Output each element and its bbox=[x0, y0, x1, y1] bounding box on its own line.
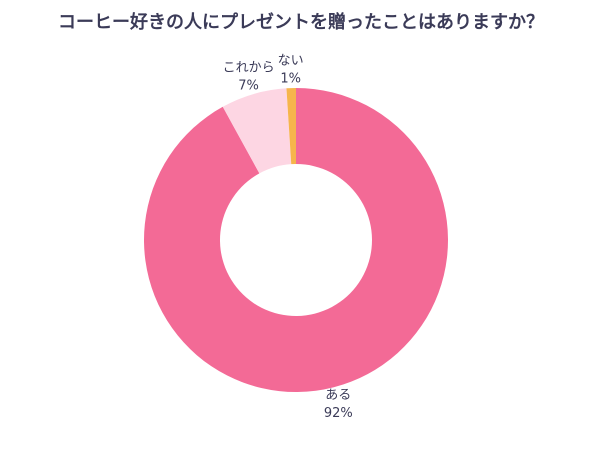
donut-slice bbox=[286, 88, 296, 165]
slice-value-label: 92% bbox=[324, 406, 353, 421]
chart-title: コーヒー好きの人にプレゼントを贈ったことはありますか？ bbox=[58, 11, 544, 33]
donut-slice bbox=[222, 88, 292, 174]
donut-slice bbox=[143, 88, 448, 392]
slice-label: ある bbox=[325, 388, 351, 403]
slice-value-label: 1% bbox=[280, 72, 301, 87]
slice-value-label: 7% bbox=[238, 78, 259, 93]
slice-label: ない bbox=[278, 54, 304, 69]
slice-label: これから bbox=[223, 60, 275, 75]
